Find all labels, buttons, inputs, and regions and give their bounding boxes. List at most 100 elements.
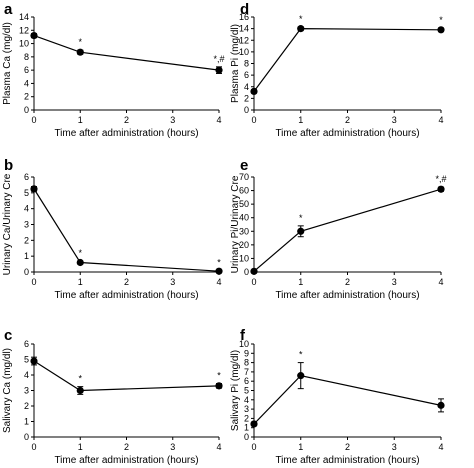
- x-tick-label: 4: [438, 115, 443, 125]
- x-tick-label: 1: [78, 115, 83, 125]
- y-tick-label: 10: [239, 47, 249, 57]
- significance-annotation: *: [299, 213, 303, 223]
- y-tick-label: 10: [19, 39, 29, 49]
- y-tick-label: 8: [24, 52, 29, 62]
- y-tick-label: 8: [244, 59, 249, 69]
- y-tick-label: 1: [24, 417, 29, 427]
- series-line: [253, 28, 442, 92]
- x-tick-label: 0: [31, 115, 36, 125]
- data-point: [297, 25, 305, 33]
- x-axis-label: Time after administration (hours): [275, 455, 419, 466]
- data-point: [437, 185, 445, 193]
- data-point: [76, 386, 84, 395]
- y-tick-label: 50: [239, 199, 249, 209]
- y-axis-label: Plasma Pi (mg/dl): [230, 24, 241, 103]
- y-tick-label: 40: [239, 213, 249, 223]
- y-tick-label: 6: [244, 70, 249, 80]
- significance-annotation: *: [439, 15, 443, 25]
- data-point: [437, 26, 445, 34]
- x-axis-label: Time after administration (hours): [275, 128, 419, 139]
- series-line: [253, 374, 442, 425]
- data-point: [250, 267, 258, 275]
- y-tick-label: 2: [24, 401, 29, 411]
- y-tick-label: 60: [239, 186, 249, 196]
- data-point: [215, 382, 223, 390]
- y-tick-label: 4: [24, 204, 29, 214]
- significance-annotation: *: [217, 258, 221, 268]
- significance-annotation: *: [78, 248, 82, 258]
- x-axis-label: Time after administration (hours): [54, 455, 198, 466]
- data-point: [30, 185, 38, 193]
- series-line: [33, 360, 220, 392]
- y-tick-label: 7: [244, 367, 249, 377]
- panel-b: b 0 1 2 3 4 5 6 0 1 2 3 4 Time after administration (…: [2, 157, 223, 301]
- y-tick-label: 3: [24, 220, 29, 230]
- x-tick-label: 2: [345, 115, 350, 125]
- y-tick-label: 0: [244, 432, 249, 442]
- y-tick-label: 30: [239, 226, 249, 236]
- data-point: [30, 31, 38, 40]
- series-line: [253, 188, 442, 272]
- x-axis-label: Time after administration (hours): [275, 290, 419, 301]
- x-tick-label: 1: [78, 442, 83, 452]
- data-point: [250, 87, 258, 95]
- x-tick-label: 4: [216, 442, 221, 452]
- y-tick-label: 70: [239, 172, 249, 182]
- y-tick-label: 8: [244, 358, 249, 368]
- panel-letter: b: [4, 157, 13, 174]
- y-tick-label: 0: [244, 105, 249, 115]
- x-tick-label: 0: [31, 277, 36, 287]
- panel-letter: d: [240, 1, 249, 18]
- y-tick-label: 2: [244, 413, 249, 423]
- x-tick-label: 4: [438, 277, 443, 287]
- y-tick-label: 16: [239, 12, 249, 22]
- y-tick-label: 12: [239, 35, 249, 45]
- y-axis-label: Urinary Ca/Urinary Cre: [2, 173, 13, 275]
- y-tick-label: 5: [24, 188, 29, 198]
- series-line: [33, 35, 220, 71]
- x-tick-label: 2: [124, 115, 129, 125]
- panel-e: e 0 10 20 30 40 50 60 70 0 1 2 3 4 Time after administ…: [230, 157, 447, 301]
- x-tick-label: 4: [438, 442, 443, 452]
- y-tick-label: 14: [239, 24, 249, 34]
- data-point: [215, 267, 223, 275]
- data-point: [297, 227, 305, 235]
- y-tick-label: 5: [24, 355, 29, 365]
- x-tick-label: 4: [216, 115, 221, 125]
- panel-letter: f: [240, 327, 246, 344]
- y-tick-label: 1: [244, 423, 249, 433]
- y-axis-label: Salivary Ca (mg/dl): [2, 348, 13, 433]
- x-tick-label: 1: [298, 115, 303, 125]
- significance-annotation: *: [299, 14, 303, 24]
- y-tick-label: 14: [19, 12, 29, 22]
- data-point: [437, 401, 445, 409]
- significance-annotation: *: [78, 37, 82, 47]
- data-point: [76, 48, 84, 56]
- y-tick-label: 6: [24, 172, 29, 182]
- y-axis-label: Urinary Pi/Urinary Cre: [230, 175, 241, 273]
- y-axis-label: Plasma Ca (mg/dl): [2, 22, 13, 105]
- x-tick-label: 4: [216, 277, 221, 287]
- x-tick-label: 0: [251, 277, 256, 287]
- y-tick-label: 10: [239, 339, 249, 349]
- data-point: [250, 420, 258, 428]
- y-tick-label: 0: [24, 105, 29, 115]
- y-tick-label: 4: [244, 82, 249, 92]
- panel-letter: a: [4, 1, 13, 18]
- significance-annotation: *,#: [435, 174, 446, 184]
- y-tick-label: 6: [24, 65, 29, 75]
- data-point: [30, 357, 38, 365]
- panel-letter: e: [240, 157, 248, 174]
- x-tick-label: 3: [170, 442, 175, 452]
- x-tick-label: 3: [392, 442, 397, 452]
- y-axis-label: Salivary Pi (mg/dl): [230, 350, 241, 431]
- significance-annotation: *,#: [213, 54, 224, 64]
- x-axis-label: Time after administration (hours): [54, 128, 198, 139]
- y-tick-label: 1: [24, 251, 29, 261]
- significance-annotation: *: [78, 374, 82, 384]
- x-tick-label: 1: [298, 277, 303, 287]
- data-point: [215, 66, 223, 74]
